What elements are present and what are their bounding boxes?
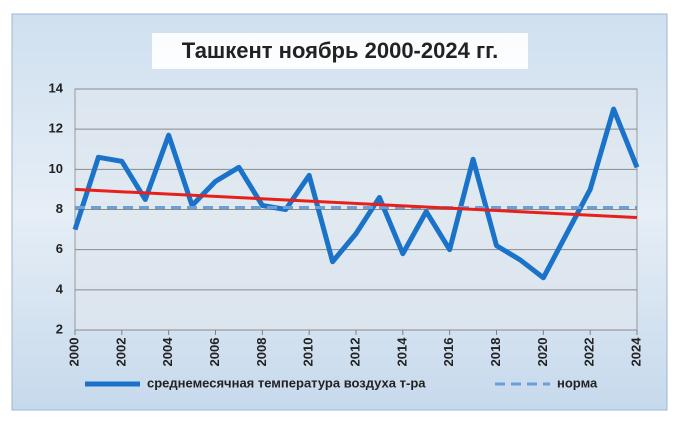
trend-line [74,187,638,220]
x-tick-label: 2022 [582,338,597,367]
title-box [152,33,528,69]
x-tick-label: 2010 [301,338,316,367]
x-tick-label: 2008 [254,338,269,367]
legend-label: среднемесячная температура воздуха т-ра [147,375,426,390]
y-tick-label: 6 [56,241,63,256]
x-tick-label: 2004 [160,337,175,367]
x-tick-label: 2012 [347,338,362,367]
x-tick-label: 2014 [394,337,409,367]
x-tick-label: 2020 [535,338,550,367]
y-tick-label: 8 [56,201,63,216]
series-line [72,106,640,281]
y-tick-label: 4 [56,281,64,296]
x-tick-label: 2016 [441,338,456,367]
x-tick-label: 2002 [113,338,128,367]
x-tick-label: 2000 [66,338,81,367]
y-tick-label: 10 [49,161,63,176]
x-tick-label: 2018 [488,338,503,367]
x-tick-label: 2024 [628,337,643,367]
x-tick-label: 2006 [207,338,222,367]
chart-title: Ташкент ноябрь 2000-2024 гг. [182,38,498,63]
y-tick-label: 12 [49,121,63,136]
y-tick-label: 14 [49,80,64,95]
y-tick-label: 2 [56,321,63,336]
legend-label: норма [557,375,598,390]
